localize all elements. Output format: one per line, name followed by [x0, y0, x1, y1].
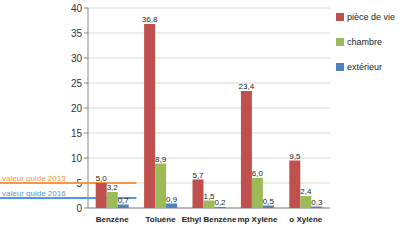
chart: 0510152025303540valeur guide 2013valeur …	[0, 0, 400, 240]
data-label: 0,7	[118, 196, 130, 205]
y-tick	[84, 158, 88, 159]
data-label: 3,2	[107, 183, 119, 192]
legend-swatch	[336, 63, 344, 71]
data-label: 36,8	[142, 15, 158, 24]
bar	[311, 207, 322, 209]
grid-line	[88, 108, 330, 109]
bar	[96, 183, 107, 208]
x-tick-label: mp Xylène	[237, 215, 278, 224]
y-tick-label: 30	[71, 53, 83, 64]
bars	[96, 24, 323, 208]
data-label: 0,3	[311, 198, 323, 207]
y-tick	[84, 8, 88, 9]
data-label: 2,4	[300, 187, 312, 196]
y-tick-label: 40	[71, 3, 83, 14]
grid-line	[88, 83, 330, 84]
bar	[241, 91, 252, 208]
y-tick-label: 10	[71, 153, 83, 164]
y-tick-label: 25	[71, 78, 83, 89]
legend-swatch	[336, 13, 344, 21]
bar	[204, 201, 215, 209]
y-tick	[84, 33, 88, 34]
y-axis	[88, 8, 89, 208]
grid-line	[88, 33, 330, 34]
grid-line	[88, 8, 330, 9]
data-label: 6,0	[252, 169, 264, 178]
data-label: 0,2	[214, 198, 226, 207]
legend-label: chambre	[347, 37, 382, 47]
bar	[193, 180, 204, 209]
bar	[118, 205, 129, 209]
legend-swatch	[336, 38, 344, 46]
bar	[155, 164, 166, 209]
y-tick-label: 20	[71, 103, 83, 114]
y-tick	[84, 83, 88, 84]
legend-label: pièce de vie	[347, 12, 395, 22]
x-tick-label: Toluène	[146, 215, 177, 224]
reference-label: valeur guide 2013	[2, 174, 66, 183]
y-tick-label: 15	[71, 128, 83, 139]
bar	[263, 206, 274, 209]
bar	[144, 24, 155, 208]
grid-line	[88, 133, 330, 134]
data-label: 8,9	[155, 155, 167, 164]
legend-label: extérieur	[347, 62, 382, 72]
x-tick-label: Ethyl Benzène	[182, 215, 237, 224]
y-tick-label: 0	[76, 203, 82, 214]
y-tick	[84, 58, 88, 59]
data-label: 5,0	[96, 174, 108, 183]
y-tick-label: 35	[71, 28, 83, 39]
data-label: 5,7	[192, 171, 204, 180]
grid-line	[88, 58, 330, 59]
y-tick	[84, 208, 88, 209]
data-label: 0,9	[166, 195, 178, 204]
bar	[107, 192, 118, 208]
data-label: 9,5	[289, 152, 301, 161]
data-label: 23,4	[239, 82, 255, 91]
data-label: 0,5	[263, 197, 275, 206]
y-tick	[84, 108, 88, 109]
bar	[289, 161, 300, 209]
reference-label: valeur guide 2016	[2, 189, 66, 198]
y-tick	[84, 133, 88, 134]
bar	[166, 204, 177, 209]
bar	[215, 207, 226, 208]
x-tick-label: o Xylène	[289, 215, 322, 224]
bar	[252, 178, 263, 208]
x-tick-label: Benzène	[96, 215, 129, 224]
bar	[300, 196, 311, 208]
data-label: 1,5	[203, 192, 215, 201]
